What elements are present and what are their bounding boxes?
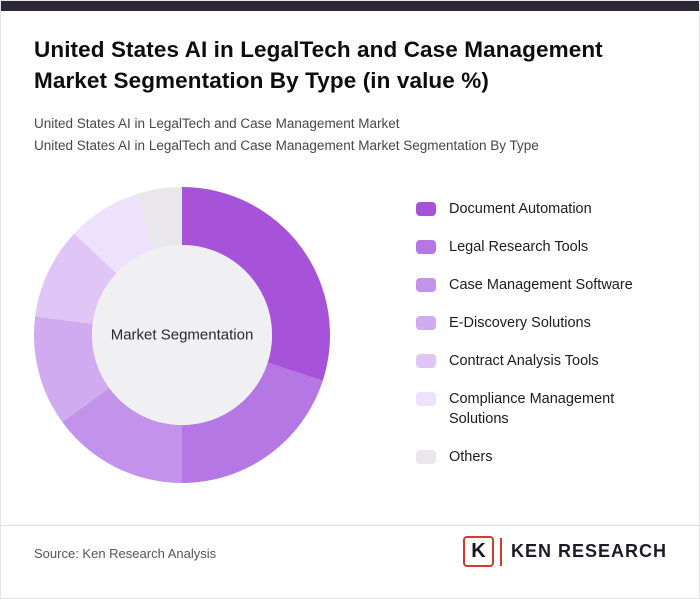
- logo-divider-line: [499, 537, 502, 566]
- legend-label: Case Management Software: [449, 277, 633, 293]
- ken-research-logo: K KEN RESEARCH: [462, 536, 667, 567]
- donut-segment-5: [74, 194, 155, 274]
- logo-k-icon: K: [462, 536, 494, 567]
- legend-label: Compliance Management Solutions: [449, 391, 615, 427]
- legend-item-2: Case Management Software: [416, 275, 656, 295]
- legend-label: Legal Research Tools: [449, 239, 589, 255]
- donut-center-label: Market Segmentation: [110, 326, 254, 344]
- legend-label: Contract Analysis Tools: [449, 353, 599, 369]
- subtitle-block: United States AI in LegalTech and Case M…: [34, 113, 539, 157]
- legend-item-1: Legal Research Tools: [416, 237, 656, 257]
- legend-item-4: Contract Analysis Tools: [416, 351, 656, 371]
- logo-text: KEN RESEARCH: [510, 541, 667, 561]
- footer-divider: [1, 525, 699, 526]
- legend-item-6: Others: [416, 447, 656, 467]
- page-title: United States AI in LegalTech and Case M…: [34, 37, 603, 93]
- donut-segment-2: [62, 387, 182, 483]
- legend-item-0: Document Automation: [416, 199, 656, 219]
- donut-center-circle: [92, 245, 272, 425]
- legend-label: Others: [449, 449, 493, 465]
- legend-swatch: [416, 202, 436, 216]
- donut-svg: [34, 187, 330, 483]
- subtitle-segmentation: United States AI in LegalTech and Case M…: [34, 138, 539, 153]
- legend-label: Document Automation: [449, 201, 592, 217]
- top-accent-bar: [1, 1, 699, 11]
- donut-segment-1: [182, 362, 323, 483]
- source-note: Source: Ken Research Analysis: [34, 546, 217, 561]
- legend-swatch: [416, 240, 436, 254]
- legend-swatch: [416, 392, 436, 406]
- legend-swatch: [416, 450, 436, 464]
- donut-segment-3: [34, 316, 110, 422]
- legend-item-5: Compliance Management Solutions: [416, 389, 656, 429]
- legend-label: E-Discovery Solutions: [449, 315, 591, 331]
- donut-chart: Market Segmentation: [34, 187, 330, 483]
- legend-swatch: [416, 278, 436, 292]
- donut-segment-6: [136, 187, 182, 250]
- logo-letter: K: [471, 540, 486, 562]
- donut-segment-4: [35, 233, 117, 324]
- chart-legend: Document Automation Legal Research Tools C…: [416, 199, 656, 485]
- subtitle-market: United States AI in LegalTech and Case M…: [34, 116, 400, 131]
- donut-segment-0: [182, 187, 330, 381]
- legend-swatch: [416, 354, 436, 368]
- legend-swatch: [416, 316, 436, 330]
- legend-item-3: E-Discovery Solutions: [416, 313, 656, 333]
